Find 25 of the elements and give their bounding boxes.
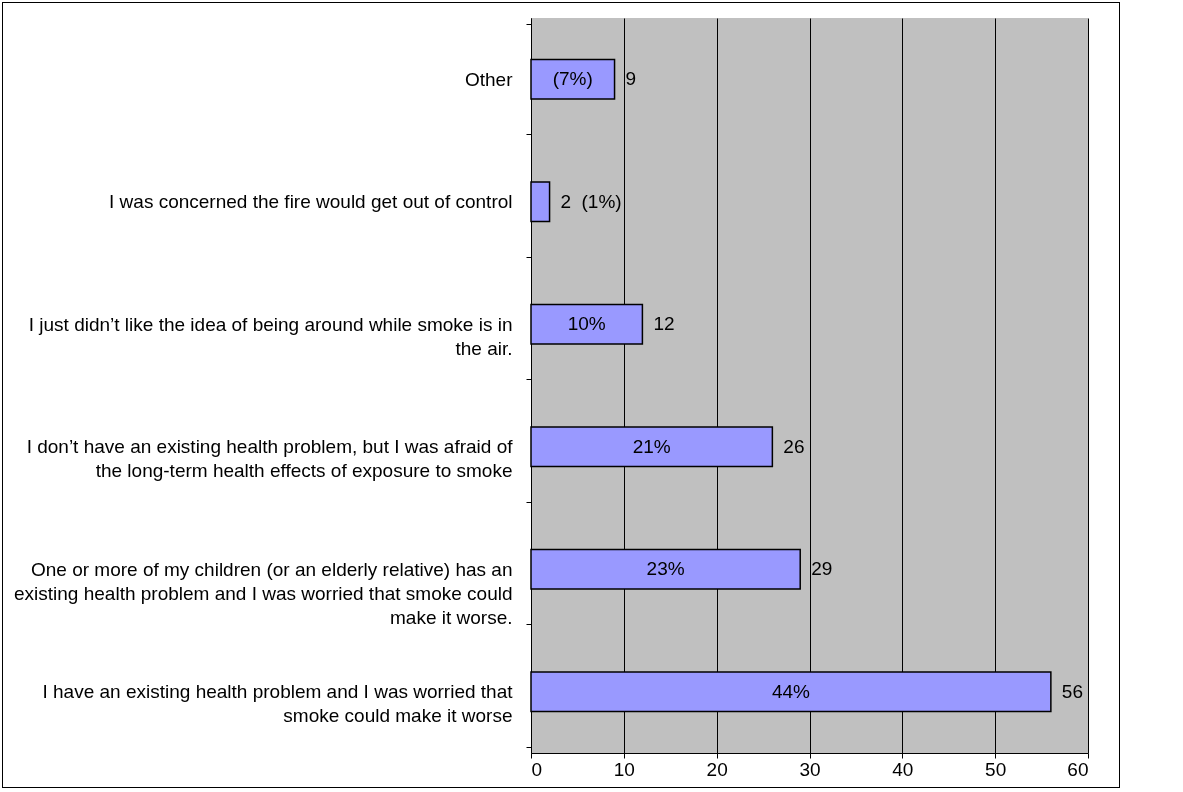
annotation: 44% [771, 680, 811, 702]
data-label: 9 [625, 68, 637, 90]
x-tick-label: 20 [706, 758, 728, 780]
annotation: (7%) [552, 68, 593, 90]
x-tick-label: 40 [892, 758, 914, 780]
data-label: 29 [811, 558, 833, 580]
y-tick-label: I have an existing health problem and I was worried that smoke could make it worse [42, 681, 514, 727]
annotation: (1%) [581, 190, 622, 212]
x-tick-label: 60 [1067, 758, 1089, 780]
y-tick-label: I was concerned the fire would get out of control [109, 191, 513, 213]
annotation: 10% [567, 313, 606, 335]
data-label: 56 [1061, 680, 1084, 702]
x-tick-label: 50 [985, 758, 1007, 780]
y-tick-label: Other [464, 68, 514, 90]
annotation: 23% [646, 558, 685, 580]
annotation: 21% [632, 435, 671, 457]
y-tick-label: I just didn’t like the idea of being around while smoke is in the air. [28, 313, 513, 359]
y-tick-label: One or more of my children (or an elderly relative) has an existing health problem and I was worried that smoke could make it worse. [14, 558, 513, 628]
data-label: 26 [783, 435, 805, 457]
y-tick-label: I don’t have an existing health problem, but I was afraid of the long-term health effects of exposure to smoke [26, 436, 514, 482]
x-tick-label: 0 [531, 758, 543, 780]
x-tick-label: 10 [613, 758, 635, 780]
data-label: 12 [653, 313, 675, 335]
x-tick-label: 30 [799, 758, 821, 780]
data-label: 2 [560, 190, 572, 212]
